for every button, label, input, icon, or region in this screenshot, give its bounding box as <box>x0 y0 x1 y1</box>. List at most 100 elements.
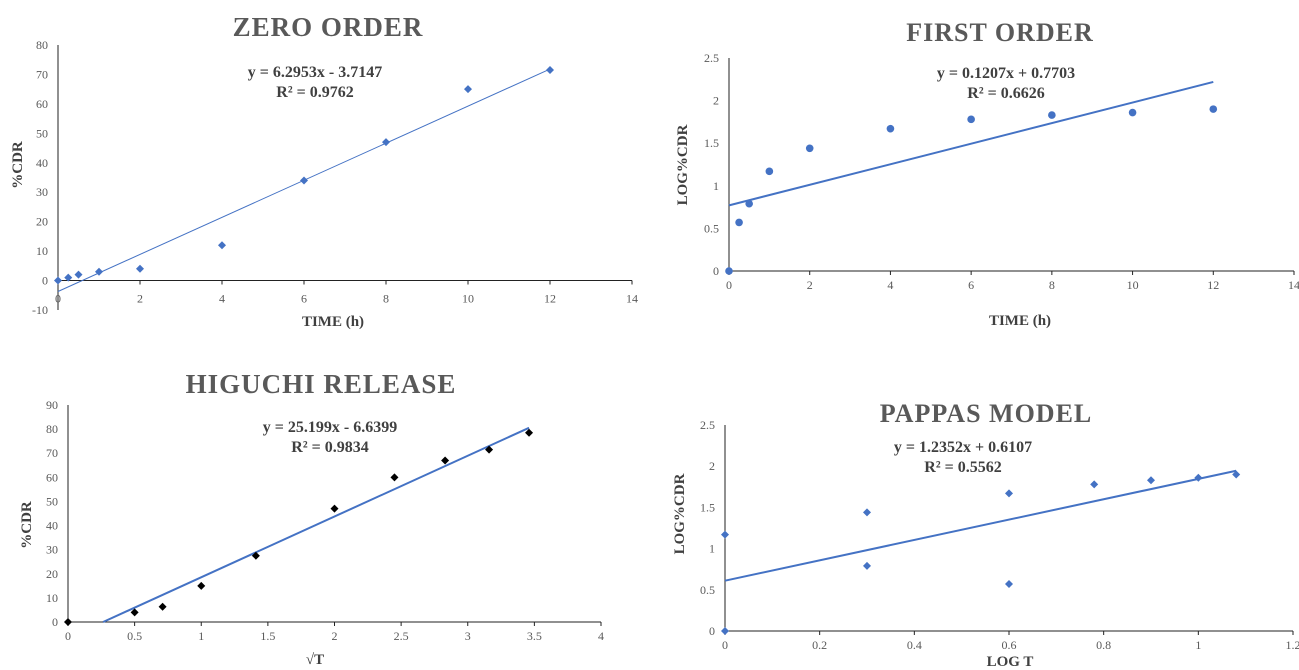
data-point <box>130 608 139 617</box>
x-tick-label: 0.4 <box>907 638 922 652</box>
x-tick-label: 8 <box>1049 278 1055 292</box>
y-tick-label: 60 <box>36 97 48 111</box>
x-tick-label: 0 <box>726 278 732 292</box>
data-point <box>863 508 871 517</box>
data-point <box>1194 473 1203 482</box>
y-tick-label: -10 <box>32 303 48 317</box>
x-tick-label: 0.5 <box>127 629 142 643</box>
x-tick-label: 8 <box>383 292 389 306</box>
data-point <box>765 167 774 176</box>
y-axis-label: %CDR <box>10 141 26 189</box>
x-tick-label: 12 <box>544 292 556 306</box>
x-tick-label: 4 <box>887 278 893 292</box>
x-tick-label: 0 <box>65 629 71 643</box>
x-tick-label: 10 <box>462 292 474 306</box>
trendline <box>102 426 530 623</box>
data-point <box>1005 580 1013 589</box>
data-point <box>390 473 399 482</box>
chart-title: FIRST ORDER <box>906 18 1094 47</box>
x-tick-label: 3 <box>465 629 471 643</box>
data-point <box>158 602 167 611</box>
y-tick-label: 2 <box>709 459 715 473</box>
data-point <box>197 581 206 590</box>
x-tick-label: 1.2 <box>1286 638 1299 652</box>
y-tick-label: 2.5 <box>700 418 715 432</box>
x-tick-label: 1 <box>1195 638 1201 652</box>
data-point <box>1048 111 1056 119</box>
y-tick-label: 80 <box>36 38 48 52</box>
r-squared-label: R² = 0.9762 <box>276 84 353 101</box>
trendline-equation: y = 25.199x - 6.6399 <box>263 419 397 436</box>
x-axis-label: LOG T <box>987 654 1034 670</box>
chart-title: HIGUCHI RELEASE <box>186 369 457 399</box>
x-tick-label: 1 <box>198 629 204 643</box>
x-tick-label: 2 <box>332 629 338 643</box>
y-tick-label: 0.5 <box>704 221 719 235</box>
x-tick-label: 3.5 <box>527 629 542 643</box>
data-point <box>1090 480 1099 489</box>
y-tick-label: 0 <box>713 264 719 278</box>
x-tick-label: 1.5 <box>260 629 275 643</box>
data-point <box>218 241 226 250</box>
r-squared-label: R² = 0.9834 <box>291 439 368 456</box>
y-tick-label: 50 <box>36 126 48 140</box>
data-point <box>441 456 450 465</box>
y-tick-label: 40 <box>36 156 48 170</box>
y-tick-label: 40 <box>46 519 58 533</box>
trendline <box>724 469 1237 582</box>
y-tick-label: 1.5 <box>700 500 715 514</box>
x-tick-label: 6 <box>968 278 974 292</box>
trendline-equation: y = 6.2953x - 3.7147 <box>248 64 382 81</box>
y-tick-label: 20 <box>46 567 58 581</box>
y-tick-label: 0 <box>52 615 58 629</box>
data-point <box>725 267 733 275</box>
trendline <box>728 80 1214 207</box>
x-tick-label: 10 <box>1127 278 1139 292</box>
y-tick-label: 70 <box>36 67 48 81</box>
x-axis-label: TIME (h) <box>302 314 364 330</box>
x-tick-label: 0.6 <box>1002 638 1017 652</box>
trendline-equation: y = 0.1207x + 0.7703 <box>937 65 1075 82</box>
x-tick-label: 0.8 <box>1096 638 1111 652</box>
x-tick-label: 12 <box>1207 278 1219 292</box>
r-squared-label: R² = 0.6626 <box>967 85 1044 102</box>
chart-zero-order: ZERO ORDER y = 6.2953x - 3.7147 R² = 0.9… <box>10 12 638 330</box>
r-squared-label: R² = 0.5562 <box>924 459 1001 476</box>
x-tick-label: 2.5 <box>394 629 409 643</box>
y-tick-label: 60 <box>46 470 58 484</box>
data-point <box>805 144 814 153</box>
data-point <box>1128 108 1137 117</box>
data-point <box>64 618 72 626</box>
trendline-equation: y = 1.2352x + 0.6107 <box>894 439 1032 456</box>
y-tick-label: 1 <box>709 542 715 556</box>
y-tick-label: 1.5 <box>704 136 719 150</box>
x-tick-label: 6 <box>301 292 307 306</box>
y-tick-label: 70 <box>46 446 58 460</box>
chart-title: PAPPAS MODEL <box>880 399 1093 428</box>
data-point <box>967 115 975 124</box>
x-tick-label: 0.2 <box>812 638 827 652</box>
y-tick-label: 80 <box>46 422 58 436</box>
y-tick-label: 2 <box>713 94 719 108</box>
y-tick-label: 20 <box>36 215 48 229</box>
y-axis-label: LOG%CDR <box>675 124 691 205</box>
data-point <box>74 270 83 279</box>
data-point <box>745 199 753 208</box>
data-point <box>1209 105 1218 113</box>
y-tick-label: 2.5 <box>704 51 719 65</box>
y-tick-label: 0 <box>42 274 48 288</box>
data-point <box>721 627 729 635</box>
chart-pappas-model: PAPPAS MODEL y = 1.2352x + 0.6107 R² = 0… <box>672 399 1299 670</box>
data-point <box>64 273 73 282</box>
chart-higuchi-release: HIGUCHI RELEASE y = 25.199x - 6.6399 R² … <box>19 369 604 668</box>
data-point <box>136 264 144 273</box>
x-axis-label: √T <box>306 652 324 668</box>
data-point <box>1232 470 1241 479</box>
y-tick-label: 0.5 <box>700 583 715 597</box>
chart-first-order: FIRST ORDER y = 0.1207x + 0.7703 R² = 0.… <box>675 18 1299 329</box>
data-point <box>330 504 339 513</box>
data-point <box>546 66 554 75</box>
y-tick-label: 1 <box>713 179 719 193</box>
y-axis-label: %CDR <box>19 501 35 549</box>
